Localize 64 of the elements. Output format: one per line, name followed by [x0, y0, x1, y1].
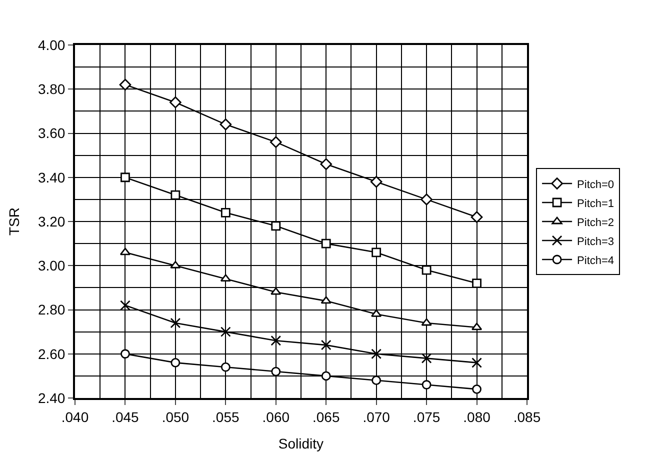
point	[220, 362, 230, 372]
x-tick-label: .085	[513, 408, 541, 425]
x-tick-label: .065	[312, 408, 340, 425]
x-tick-label: .070	[362, 408, 390, 425]
point	[220, 118, 232, 130]
point	[270, 335, 282, 346]
point	[320, 296, 332, 304]
point	[470, 211, 483, 223]
point	[220, 274, 231, 282]
point	[270, 287, 282, 295]
legend-label: Pitch=0	[577, 178, 614, 191]
point	[372, 248, 382, 258]
x-axis-title: Solidity	[278, 436, 324, 452]
point	[420, 194, 432, 206]
y-tick-label: 2.60	[38, 346, 66, 362]
x-tick-label: .055	[212, 408, 240, 425]
point	[472, 384, 482, 394]
x-tick-label: .045	[112, 408, 140, 425]
y-tick-label: 3.00	[38, 258, 66, 274]
x-tick-label: .060	[262, 408, 290, 425]
legend-label: Pitch=1	[577, 198, 614, 210]
point	[321, 371, 331, 381]
x-tick-label: .075	[412, 408, 440, 425]
point	[170, 190, 180, 200]
y-tick-label: 3.60	[38, 125, 66, 142]
x-tick-label: .050	[162, 408, 190, 425]
y-tick-label: 4.00	[38, 36, 66, 53]
point	[370, 176, 382, 188]
point	[120, 300, 130, 311]
point	[120, 349, 130, 359]
point	[170, 358, 180, 368]
y-tick-label: 3.80	[38, 81, 66, 98]
legend-label: Pitch=2	[577, 216, 614, 229]
point	[472, 278, 482, 288]
legend-label: Pitch=4	[577, 254, 614, 267]
point	[320, 158, 332, 170]
point	[371, 348, 382, 360]
point	[422, 380, 432, 390]
point	[271, 366, 281, 376]
point	[220, 208, 230, 218]
point	[119, 78, 132, 91]
y-tick-label: 3.20	[38, 213, 66, 230]
x-tick-label: .040	[61, 408, 89, 425]
y-axis-title: TSR	[6, 208, 22, 236]
point	[421, 318, 432, 326]
point	[371, 309, 382, 317]
point	[170, 318, 181, 328]
point	[271, 221, 281, 231]
y-tick-label: 2.40	[38, 390, 66, 406]
point	[170, 260, 181, 268]
point	[270, 136, 282, 148]
x-tick-label: .080	[463, 408, 491, 425]
point	[372, 376, 382, 386]
point	[472, 358, 482, 368]
point	[422, 265, 432, 275]
point	[320, 340, 332, 350]
point	[421, 353, 432, 364]
legend-label: Pitch=3	[577, 236, 614, 248]
point	[321, 238, 331, 248]
point	[220, 326, 231, 338]
y-tick-label: 2.80	[38, 302, 66, 318]
y-tick-label: 3.40	[38, 169, 66, 186]
point	[120, 172, 130, 182]
point	[170, 96, 182, 108]
